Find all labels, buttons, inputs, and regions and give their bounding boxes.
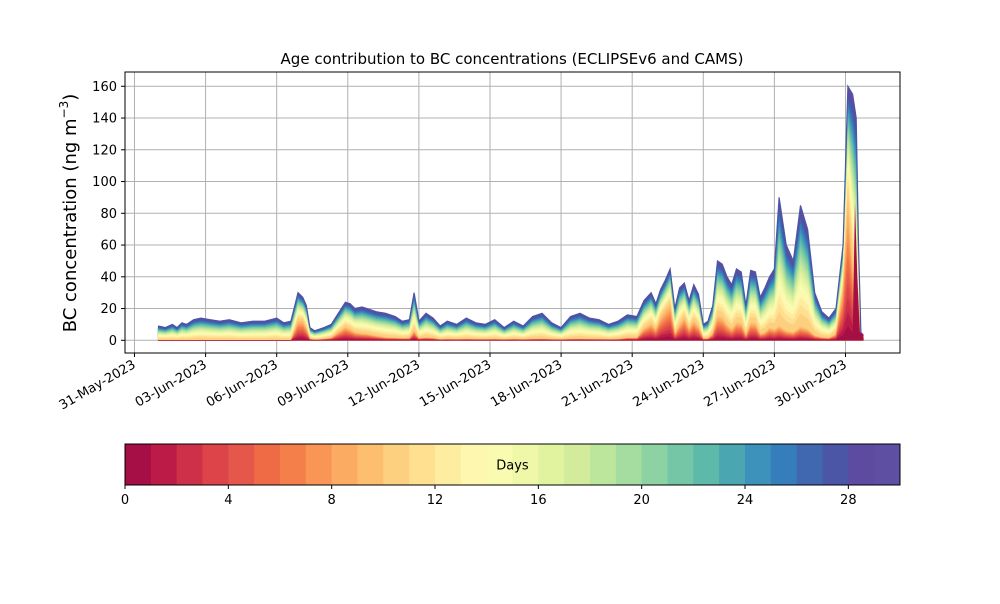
colorbar-segment [770,444,798,485]
y-tick-label: 100 [92,175,117,190]
colorbar-segment [357,444,384,485]
colorbar-segment [538,444,565,485]
x-tick-label: 27-Jun-2023 [702,357,779,410]
age-band-0-area [158,325,864,341]
colorbar-segment [564,444,591,485]
y-axis-ticks: 0 20 40 60 80 100 120 140 160 [92,80,125,349]
chart-title: Age contribution to BC concentrations (E… [281,50,744,68]
colorbar: Days 0 4 8 12 16 20 24 28 [121,443,901,508]
colorbar-segment [822,444,849,485]
age-band-13-area [158,166,864,341]
colorbar-segment [641,444,668,485]
colorbar-segment [719,444,746,485]
x-tick-label: 15-Jun-2023 [417,357,494,410]
y-tick-label: 140 [92,112,117,127]
x-tick-label: 18-Jun-2023 [488,357,565,410]
age-band-14-area [158,160,864,341]
colorbar-segment [435,444,462,485]
colorbar-tick-label: 16 [530,493,547,508]
colorbar-tick-label: 20 [633,493,650,508]
y-tick-label: 40 [100,270,117,285]
y-tick-label: 80 [100,207,117,222]
colorbar-segment [305,444,333,485]
colorbar-tick-label: 0 [121,493,129,508]
y-tick-label: 120 [92,143,117,158]
colorbar-segment [228,444,255,485]
colorbar-segment [745,444,772,485]
x-tick-label: 12-Jun-2023 [346,357,423,410]
colorbar-tick-label: 8 [328,493,336,508]
colorbar-segment [331,444,358,485]
young-age-spike [852,202,864,341]
axes-frame [124,71,901,354]
x-tick-label: 31-May-2023 [57,357,139,413]
colorbar-segment [874,444,901,485]
colorbar-segment [176,444,203,485]
colorbar-segment [590,444,617,485]
colorbar-frame [124,443,901,486]
y-tick-label: 0 [109,334,117,349]
colorbar-segment [150,444,178,485]
x-tick-label: 03-Jun-2023 [133,357,210,410]
x-tick-label: 06-Jun-2023 [204,357,281,410]
colorbar-label: Days [496,459,529,474]
y-tick-label: 160 [92,80,117,95]
colorbar-segment [202,444,229,485]
colorbar-segment [125,444,152,485]
x-tick-label: 30-Jun-2023 [773,357,850,410]
y-axis-label: BC concentration (ng m−3) [57,94,81,333]
total-series-line [158,84,864,336]
colorbar-segment [486,444,513,485]
colorbar-segment [848,444,875,485]
y-tick-label: 20 [100,302,117,317]
colorbar-segment [254,444,281,485]
stacked-age-areas [158,84,864,341]
grid [125,72,900,353]
colorbar-segment [460,444,488,485]
colorbar-tick-label: 4 [224,493,232,508]
x-axis-ticks: 31-May-202303-Jun-202306-Jun-202309-Jun-… [57,353,850,413]
x-tick-label: 09-Jun-2023 [275,357,352,410]
colorbar-segment [383,444,410,485]
colorbar-segment [796,444,823,485]
x-tick-label: 21-Jun-2023 [559,357,636,410]
colorbar-segment [693,444,720,485]
colorbar-segment [615,444,643,485]
colorbar-segment [667,444,694,485]
colorbar-segment [512,444,539,485]
colorbar-tick-label: 24 [737,493,754,508]
colorbar-tick-label: 28 [840,493,857,508]
colorbar-tick-label: 12 [427,493,444,508]
y-tick-label: 60 [100,239,117,254]
colorbar-segment [409,444,436,485]
colorbar-segment [280,444,307,485]
x-tick-label: 24-Jun-2023 [630,357,707,410]
